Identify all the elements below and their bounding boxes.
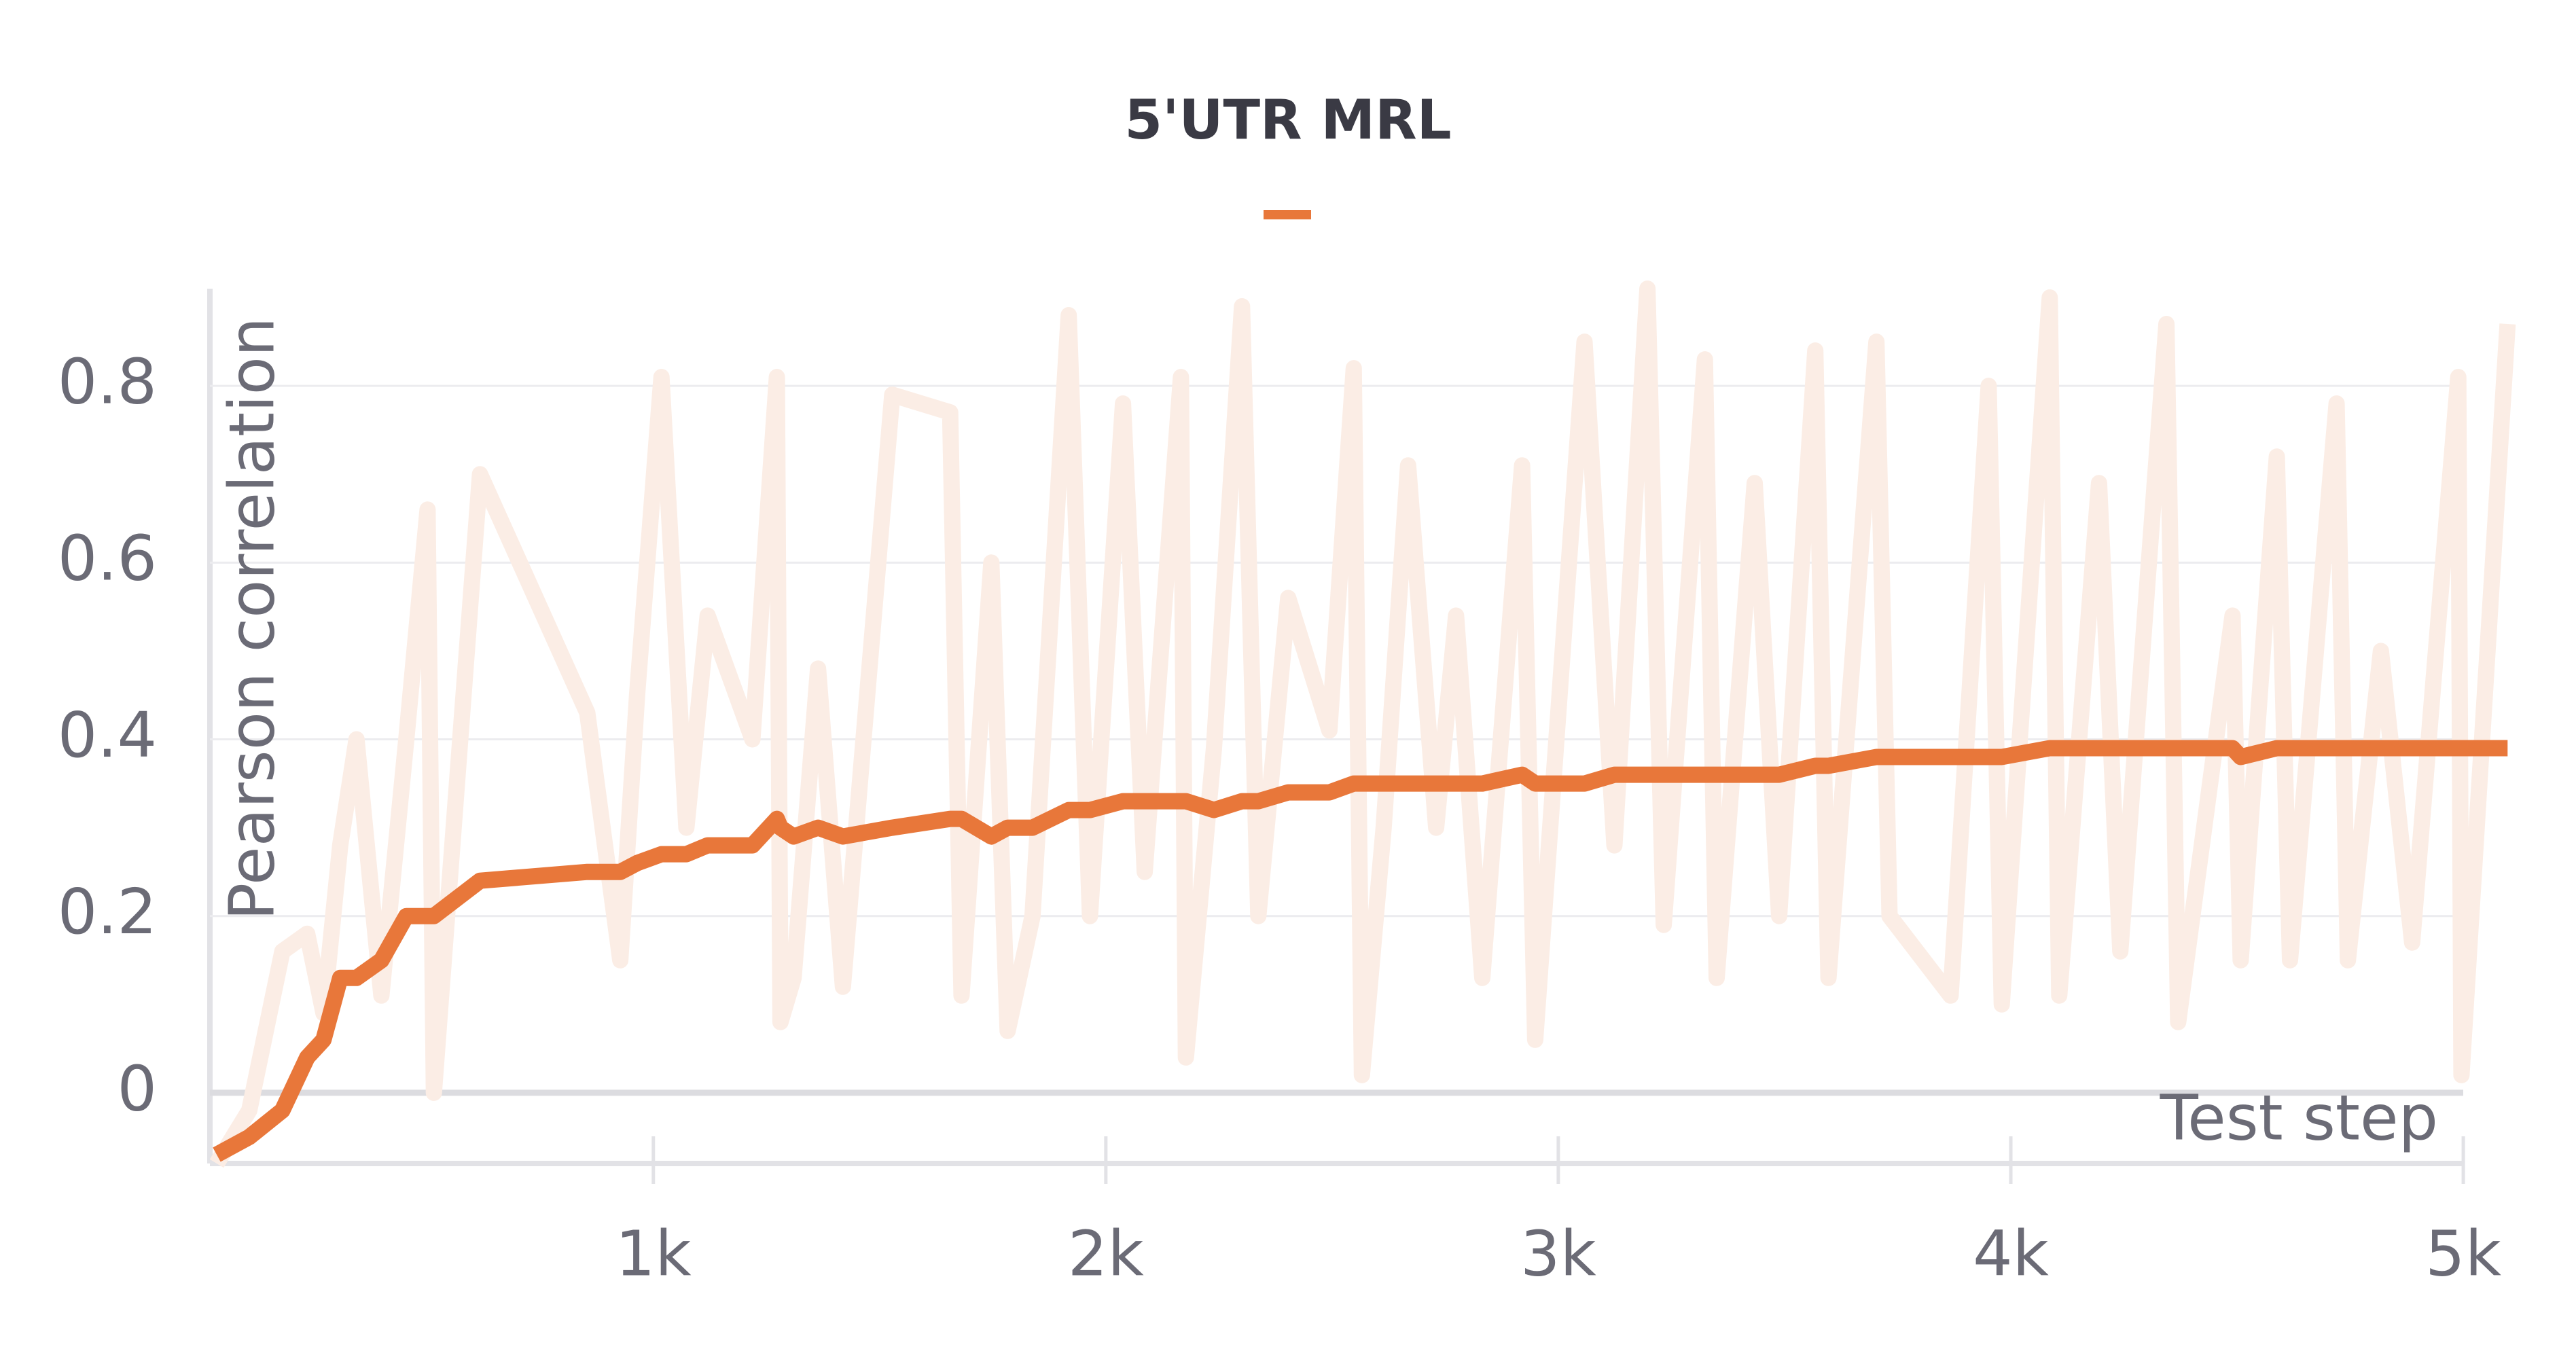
series-line — [209, 281, 2516, 1168]
y-axis-label: Pearson correlation — [215, 317, 288, 920]
y-tick-label: 0.6 — [58, 522, 157, 595]
y-tick-label: 0.8 — [58, 345, 157, 418]
x-axis-label: Test step — [2160, 1081, 2438, 1154]
x-tick-label: 4k — [1973, 1217, 2050, 1290]
chart-title: 5'UTR MRL — [1124, 88, 1451, 151]
y-tick-label: 0 — [117, 1052, 157, 1125]
x-tick-label: 5k — [2425, 1217, 2502, 1290]
x-tick-label: 3k — [1520, 1217, 1597, 1290]
series-line — [213, 740, 2508, 1162]
x-tick-label: 2k — [1068, 1217, 1145, 1290]
y-tick-label: 0.4 — [58, 699, 157, 772]
legend-swatch — [1264, 210, 1311, 219]
x-tick-label: 1k — [615, 1217, 692, 1290]
y-tick-label: 0.2 — [58, 876, 157, 948]
